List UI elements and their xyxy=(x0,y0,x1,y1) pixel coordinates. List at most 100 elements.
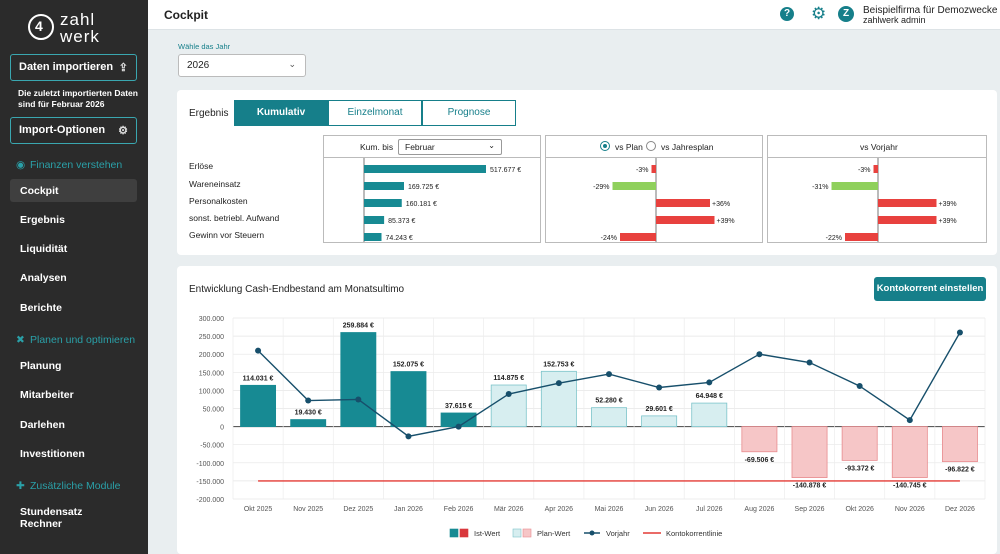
vorjahr-point[interactable] xyxy=(606,371,612,378)
y-tick-label: 0 xyxy=(220,425,224,432)
legend-swatch xyxy=(522,528,532,538)
vorjahr-point[interactable] xyxy=(906,417,913,424)
x-tick-label: Mär 2026 xyxy=(494,506,524,513)
import-options-button[interactable]: Import-Optionen ⚙ xyxy=(10,117,137,144)
bar[interactable] xyxy=(691,402,728,427)
bar[interactable] xyxy=(540,370,577,427)
bar[interactable] xyxy=(240,384,277,427)
pct-bar xyxy=(656,216,715,224)
vorjahr-point[interactable] xyxy=(305,397,312,404)
sidebar-item-cockpit[interactable]: Cockpit xyxy=(10,179,137,202)
kontokorrent-button[interactable]: Kontokorrent einstellen xyxy=(874,277,986,301)
legend-label: Vorjahr xyxy=(606,529,630,538)
page-title: Cockpit xyxy=(164,8,209,22)
vorjahr-point[interactable] xyxy=(756,351,763,358)
x-tick-label: Aug 2026 xyxy=(744,506,774,513)
sidebar-item-darlehen[interactable]: Darlehen xyxy=(20,419,65,431)
bar[interactable] xyxy=(741,426,778,453)
x-tick-label: Nov 2026 xyxy=(895,506,925,513)
pct-bar xyxy=(845,233,878,241)
sidebar-item-ergebnis[interactable]: Ergebnis xyxy=(20,214,65,226)
vs-plan-radio[interactable] xyxy=(600,141,610,151)
vorjahr-point[interactable] xyxy=(856,383,863,390)
y-tick-label: -100.000 xyxy=(196,461,224,468)
vorjahr-point[interactable] xyxy=(806,359,813,366)
value-bar xyxy=(364,216,385,224)
y-tick-label: 50.000 xyxy=(203,407,225,414)
y-tick-label: -50.000 xyxy=(200,443,224,450)
logo-text-top: zahl xyxy=(60,10,96,29)
data-label: 152.753 € xyxy=(543,361,574,368)
vs-plan-label: vs Plan xyxy=(615,142,643,152)
tab-prognose[interactable]: Prognose xyxy=(422,100,516,126)
sidebar-item-liquiditaet[interactable]: Liquidität xyxy=(20,243,68,255)
pct-label: +36% xyxy=(712,201,730,208)
sidebar-item-stundensatz[interactable]: Stundensatz Rechner xyxy=(20,506,83,530)
vs-vorjahr-panel: vs Vorjahr -3% -31% +39% +39% -22% xyxy=(767,135,987,243)
gear-icon[interactable]: ⚙ xyxy=(811,4,827,23)
import-options-label: Import-Optionen xyxy=(19,124,106,136)
section-planen: ✖ Planen und optimieren xyxy=(16,334,136,346)
x-tick-label: Sep 2026 xyxy=(795,506,825,513)
sidebar-item-mitarbeiter[interactable]: Mitarbeiter xyxy=(20,389,74,401)
data-label: 37.615 € xyxy=(445,403,472,410)
import-data-button[interactable]: Daten importieren ⇪ xyxy=(10,54,137,81)
vorjahr-point[interactable] xyxy=(355,396,362,403)
sidebar-item-investitionen[interactable]: Investitionen xyxy=(20,448,85,460)
user-name: zahlwerk admin xyxy=(863,15,926,25)
import-data-label: Daten importieren xyxy=(19,61,114,73)
data-label: -69.506 € xyxy=(745,457,775,464)
zahlwerk-logo[interactable]: 4 zahl werk xyxy=(28,10,128,46)
legend-swatch xyxy=(449,528,459,538)
y-tick-label: 250.000 xyxy=(199,334,224,341)
vorjahr-point[interactable] xyxy=(455,423,462,430)
ergebnis-card: Ergebnis Kumulativ Einzelmonat Prognose … xyxy=(177,90,997,255)
sidebar-item-berichte[interactable]: Berichte xyxy=(20,302,63,314)
y-tick-label: 300.000 xyxy=(199,316,224,323)
pct-bar xyxy=(878,199,937,207)
avatar[interactable]: Z xyxy=(838,6,854,22)
bar[interactable] xyxy=(841,426,878,461)
x-tick-label: Feb 2026 xyxy=(444,506,474,513)
sidebar-item-planung[interactable]: Planung xyxy=(20,360,62,372)
vs-jahresplan-radio[interactable] xyxy=(646,141,656,151)
pct-bar xyxy=(656,199,710,207)
bar[interactable] xyxy=(390,371,427,428)
vorjahr-point[interactable] xyxy=(555,380,562,387)
tab-kumulativ[interactable]: Kumulativ xyxy=(234,100,328,126)
year-select[interactable]: 2026 ⌄ xyxy=(178,54,306,77)
bar[interactable] xyxy=(290,419,327,427)
month-value: Februar xyxy=(405,142,435,152)
vorjahr-point[interactable] xyxy=(956,329,963,336)
puzzle-icon: ✚ xyxy=(16,480,25,492)
help-icon[interactable]: ? xyxy=(780,7,794,21)
vorjahr-point[interactable] xyxy=(505,391,512,398)
bar[interactable] xyxy=(641,415,678,427)
row-label: Erlöse xyxy=(189,161,214,171)
sidebar-item-analysen[interactable]: Analysen xyxy=(20,272,67,284)
bar[interactable] xyxy=(891,426,928,478)
x-tick-label: Nov 2025 xyxy=(293,506,323,513)
data-label: -140.745 € xyxy=(893,483,927,490)
vorjahr-point[interactable] xyxy=(255,347,262,354)
vorjahr-point[interactable] xyxy=(405,433,412,440)
data-label: 64.948 € xyxy=(696,393,723,400)
tab-einzelmonat[interactable]: Einzelmonat xyxy=(328,100,422,126)
value-label: 85.373 € xyxy=(388,218,415,225)
vorjahr-point[interactable] xyxy=(656,384,663,391)
bar[interactable] xyxy=(340,332,377,428)
bar[interactable] xyxy=(591,407,627,427)
pct-bar xyxy=(651,165,656,173)
bar[interactable] xyxy=(791,426,828,478)
month-select[interactable]: Februar ⌄ xyxy=(398,139,502,155)
value-bar xyxy=(364,233,382,241)
chevron-down-icon: ⌄ xyxy=(288,59,296,69)
vorjahr-point[interactable] xyxy=(706,379,713,386)
logo-mark-icon: 4 xyxy=(28,14,54,40)
ergebnis-tabs: Kumulativ Einzelmonat Prognose xyxy=(234,100,516,126)
upload-icon: ⇪ xyxy=(118,62,128,74)
y-tick-label: 150.000 xyxy=(199,370,224,377)
value-label: 169.725 € xyxy=(408,184,439,191)
row-label: Personalkosten xyxy=(189,196,248,206)
bar[interactable] xyxy=(941,426,978,463)
